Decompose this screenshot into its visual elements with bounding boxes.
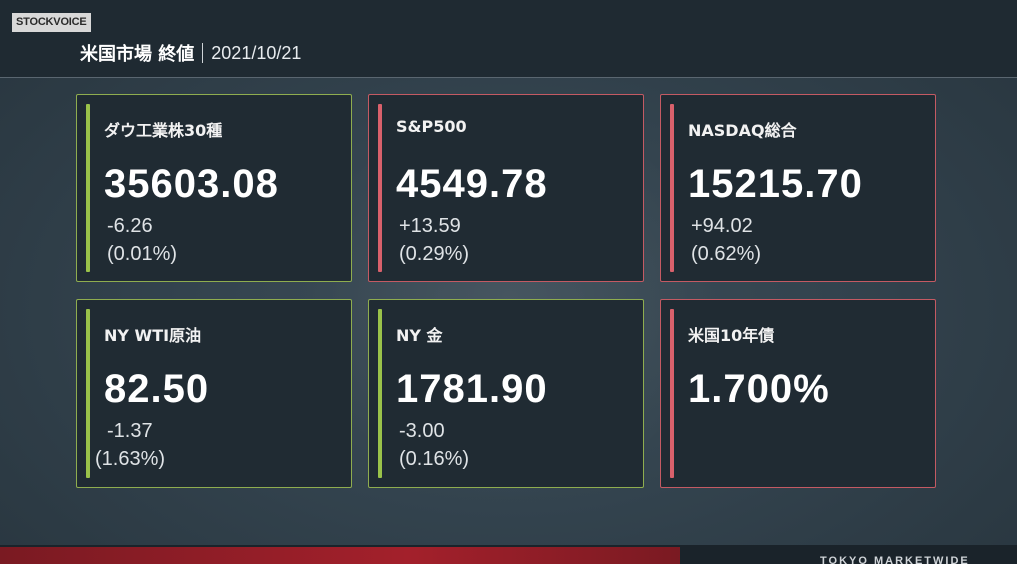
market-value: 1781.90 xyxy=(396,367,548,411)
market-name: NY WTI原油 xyxy=(104,326,202,345)
market-card-dow: ダウ工業株30種 35603.08 -6.26 (0.01%) xyxy=(76,94,352,282)
market-change-percent: (0.16%) xyxy=(399,448,470,470)
direction-bar xyxy=(378,104,382,272)
page-date: 2021/10/21 xyxy=(211,42,302,63)
direction-bar xyxy=(670,309,674,478)
direction-bar xyxy=(378,309,382,478)
footer-logo-text: TOKYO MARKETWIDE xyxy=(820,555,970,564)
market-change: +13.59 xyxy=(399,215,461,237)
market-card-wti: NY WTI原油 82.50 -1.37 (1.63%) xyxy=(76,299,352,488)
page-title-row: 米国市場 終値 2021/10/21 xyxy=(80,40,301,66)
market-change-percent: (1.63%) xyxy=(95,448,166,470)
market-change-percent: (0.62%) xyxy=(691,243,762,265)
page-title: 米国市場 終値 xyxy=(80,44,195,65)
market-value: 1.700% xyxy=(688,367,830,411)
market-change: -3.00 xyxy=(399,420,445,442)
market-name: S&P500 xyxy=(396,117,467,136)
market-card-nasdaq: NASDAQ総合 15215.70 +94.02 (0.62%) xyxy=(660,94,936,282)
direction-bar xyxy=(86,104,90,272)
market-card-gold: NY 金 1781.90 -3.00 (0.16%) xyxy=(368,299,644,488)
market-name: ダウ工業株30種 xyxy=(104,121,223,140)
market-card-us10y: 米国10年債 1.700% xyxy=(660,299,936,488)
market-value: 35603.08 xyxy=(104,162,279,206)
market-name: NASDAQ総合 xyxy=(688,121,797,140)
market-change: -1.37 xyxy=(107,420,153,442)
market-change-percent: (0.29%) xyxy=(399,243,470,265)
market-value: 82.50 xyxy=(104,367,210,411)
brand-logo: STOCKVOICE xyxy=(12,13,91,32)
direction-bar xyxy=(670,104,674,272)
direction-bar xyxy=(86,309,90,478)
market-value: 15215.70 xyxy=(688,162,863,206)
market-name: 米国10年債 xyxy=(688,326,775,345)
market-change: -6.26 xyxy=(107,215,153,237)
title-divider xyxy=(202,43,204,63)
market-change: +94.02 xyxy=(691,215,753,237)
footer-accent xyxy=(0,547,680,564)
header-bar xyxy=(0,0,1017,78)
market-value: 4549.78 xyxy=(396,162,548,206)
market-change-percent: (0.01%) xyxy=(107,243,178,265)
market-card-sp500: S&P500 4549.78 +13.59 (0.29%) xyxy=(368,94,644,282)
market-name: NY 金 xyxy=(396,326,443,345)
